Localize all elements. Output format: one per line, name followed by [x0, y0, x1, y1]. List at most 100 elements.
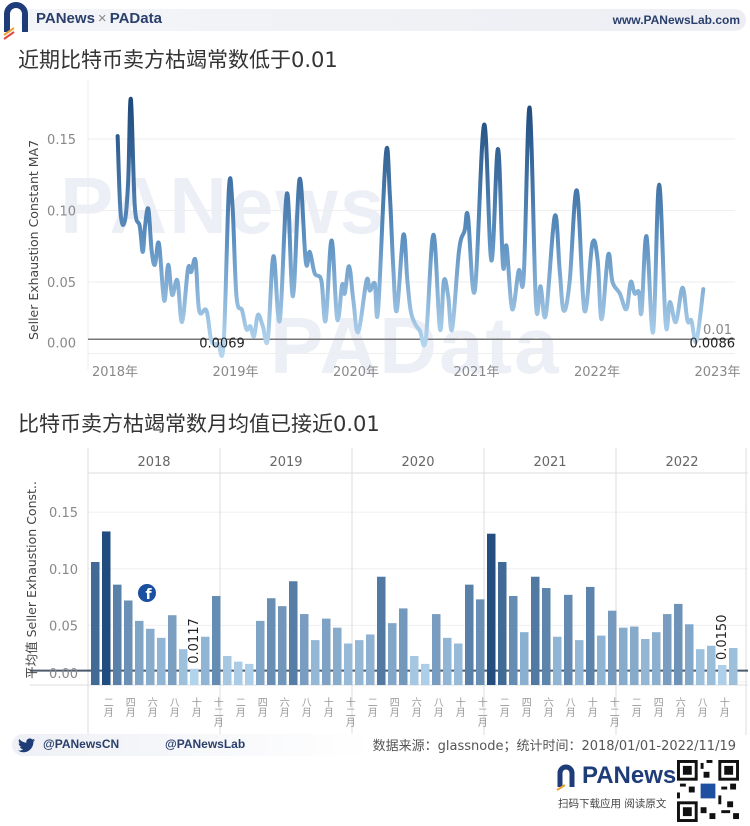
- reference-line-label: 0.01: [703, 323, 732, 338]
- month-label: 二月: [629, 697, 641, 717]
- top-line-chart: 0.00 0.05 0.10 0.15 2018年 2019年 2020年 2021年 2022…: [26, 80, 741, 380]
- bar-2021-6: [542, 588, 551, 685]
- y-tick-label: 0.00: [49, 667, 78, 682]
- qr-code-icon[interactable]: [677, 760, 739, 822]
- bar-2022-3: [641, 638, 650, 685]
- bar-2020-6: [410, 655, 419, 685]
- brand-padata: PAData: [109, 10, 162, 27]
- bar-2020-1: [355, 640, 364, 685]
- bar-2019-2: [234, 661, 243, 685]
- data-source-note: 数据来源：glassnode；统计时间：2018/01/01-2022/11/1…: [372, 739, 736, 754]
- bar-2019-5: [267, 598, 276, 685]
- month-label: 四月: [519, 697, 531, 717]
- bar-2018-7: [157, 637, 166, 685]
- bar-2021-2: [498, 562, 507, 685]
- bar-2020-5: [399, 608, 408, 685]
- month-label: 八月: [167, 697, 179, 717]
- bar-2018-3: [113, 584, 122, 685]
- bar-2020-7: [421, 663, 430, 685]
- watermark-padata: PAData: [270, 301, 561, 390]
- y-tick-label: 0.05: [47, 276, 76, 291]
- bar-2018-12: [212, 595, 221, 685]
- bar-2020-3: [377, 576, 386, 685]
- brand-panews: PANews: [36, 10, 95, 27]
- month-label: 十月: [189, 697, 201, 717]
- facebook-icon: f: [138, 584, 156, 603]
- month-label: 十二月: [211, 697, 223, 727]
- y-tick-label: 0.15: [49, 506, 78, 521]
- month-label: 二月: [233, 697, 245, 717]
- bar-2022-9: [707, 645, 716, 685]
- bar-2022-2: [630, 626, 639, 685]
- bar-2021-4: [520, 632, 529, 685]
- twitter-handle[interactable]: @PANewsCN: [43, 737, 120, 751]
- month-label: 四月: [387, 697, 399, 717]
- month-label: 二月: [365, 697, 377, 717]
- brand-title: PANews × PAData: [36, 10, 162, 27]
- month-label: 四月: [651, 697, 663, 717]
- y-tick-label: 0.15: [47, 133, 76, 148]
- bar-2022-7: [685, 624, 694, 685]
- month-label: 十月: [585, 697, 597, 717]
- year-header-2022: 2022: [665, 455, 698, 470]
- bar-2018-8: [168, 615, 177, 685]
- y-tick-label: 0.10: [47, 205, 76, 220]
- bottom-chart-title: 比特币卖方枯竭常数月均值已接近0.01: [18, 412, 380, 436]
- bar-2021-10: [586, 586, 595, 685]
- twitter-icon: [18, 738, 35, 753]
- bar-2020-12: [476, 599, 485, 685]
- bar-2019-9: [311, 640, 320, 685]
- month-label: 四月: [255, 697, 267, 717]
- annotation-latest: 0.0086: [690, 337, 736, 352]
- site-link[interactable]: www.PANewsLab.com: [612, 13, 740, 27]
- bar-2018-11: [201, 636, 210, 685]
- month-label: 八月: [299, 697, 311, 717]
- year-header-2021: 2021: [533, 455, 566, 470]
- bar-2021-12: [608, 610, 617, 685]
- footer-social-bar: [12, 734, 372, 756]
- app-logo-text: PANews: [582, 762, 677, 789]
- bar-2019-3: [245, 663, 254, 685]
- bar-2020-10: [454, 643, 463, 685]
- month-label: 十二月: [475, 697, 487, 727]
- month-label: 八月: [431, 697, 443, 717]
- bar-2018-9: [179, 649, 188, 685]
- bar-2018-4: [124, 600, 133, 685]
- bar-2019-8: [300, 614, 309, 685]
- month-label: 六月: [541, 697, 553, 717]
- month-label: 十二月: [343, 697, 355, 727]
- bar-2018-2: [102, 531, 111, 685]
- bar-2022-5: [663, 614, 672, 685]
- panews-logo-icon: [3, 2, 28, 40]
- bottom-bar-chart: 0.00 0.05 0.10 0.15 平均值 Seller Exhaustion Co…: [24, 448, 748, 735]
- bar-2021-11: [597, 635, 606, 685]
- bar-2019-11: [333, 627, 342, 685]
- qr-caption: 扫码下载应用 阅读原文: [558, 798, 667, 810]
- bar-2020-4: [388, 623, 397, 685]
- month-label: 六月: [277, 697, 289, 717]
- bar-2019-1: [223, 655, 232, 685]
- month-label: 八月: [563, 697, 575, 717]
- bar-2018-1: [91, 562, 100, 685]
- bar-2021-9: [575, 640, 584, 685]
- x-tick-label: 2020年: [333, 365, 379, 380]
- lab-handle[interactable]: @PANewsLab: [165, 737, 246, 751]
- bar-2022-4: [652, 632, 661, 685]
- bar-value-label: 0.0150: [715, 615, 730, 661]
- watermark-panews: PANews: [60, 161, 387, 250]
- month-label: 二月: [101, 697, 113, 717]
- month-label: 十月: [321, 697, 333, 717]
- month-label: 十月: [717, 697, 729, 717]
- x-tick-label: 2021年: [453, 365, 499, 380]
- y-axis-title: 平均值 Seller Exhaustion Const..: [24, 481, 39, 679]
- bar-2018-6: [146, 628, 155, 685]
- x-tick-label: 2019年: [212, 365, 258, 380]
- annotation-min-2018: 0.0069: [199, 337, 245, 352]
- bar-2019-6: [278, 606, 287, 685]
- month-label: 四月: [123, 697, 135, 717]
- month-label: 二月: [497, 697, 509, 717]
- bar-2021-7: [553, 636, 562, 685]
- x-tick-label: 2023年: [694, 365, 740, 380]
- bar-2019-10: [322, 618, 331, 685]
- year-header-2018: 2018: [137, 455, 170, 470]
